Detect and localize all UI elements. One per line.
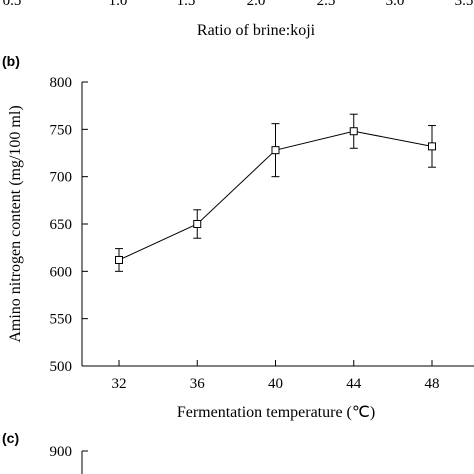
chart-panel-c: 900 [50, 444, 88, 474]
x-tick-label: 32 [112, 376, 127, 392]
data-point-marker [115, 255, 123, 264]
x-ticks: 32 36 40 44 48 [112, 360, 440, 392]
top-panel-tick-label: 1.0 [109, 0, 128, 9]
top-panel-tick-label: 0.5 [3, 0, 22, 9]
y-tick-label: 550 [50, 312, 73, 328]
x-tick-label: 40 [268, 376, 283, 392]
y-tick-label: 750 [50, 122, 73, 138]
top-panel-tick-label: 2.5 [317, 0, 336, 9]
y-tick-label: 650 [50, 217, 73, 233]
y-axis-title: Amino nitrogen content (mg/100 ml) [7, 105, 24, 342]
top-panel-tick-label: 1.5 [177, 0, 196, 9]
y-tick-label: 600 [50, 264, 73, 280]
chart-panel-b: 500 550 600 650 700 750 800 32 36 40 44 48 Amino n… [7, 75, 474, 421]
top-panel-tick-label: 2.0 [247, 0, 266, 9]
data-point-marker [428, 142, 436, 151]
y-tick-label: 500 [50, 359, 73, 375]
top-panel-xlabel: Ratio of brine:koji [197, 22, 316, 39]
data-point-marker [193, 220, 202, 228]
top-panel-tick-label: 3.0 [386, 0, 405, 9]
x-tick-label: 48 [425, 376, 440, 392]
top-panel-ticks: 0.5 1.0 1.5 2.0 2.5 3.0 3.5 [3, 0, 474, 9]
x-axis-title: Fermentation temperature (℃) [177, 404, 375, 421]
data-point-marker [271, 146, 280, 155]
top-panel: 0.5 1.0 1.5 2.0 2.5 3.0 3.5 Ratio of brine:koj… [3, 0, 474, 39]
panel-c-label: (c) [2, 430, 19, 446]
y-ticks: 500 550 600 650 700 750 800 [50, 75, 88, 375]
y-tick-label: 800 [50, 75, 73, 91]
data-points [115, 127, 436, 264]
panel-b-label: (b) [2, 53, 20, 69]
top-panel-tick-label: 3.5 [455, 0, 474, 9]
x-tick-label: 44 [346, 376, 362, 392]
data-point-marker [349, 127, 358, 136]
x-tick-label: 36 [190, 376, 206, 392]
panel-c-y-tick-label: 900 [50, 444, 73, 460]
y-tick-label: 700 [50, 170, 73, 186]
